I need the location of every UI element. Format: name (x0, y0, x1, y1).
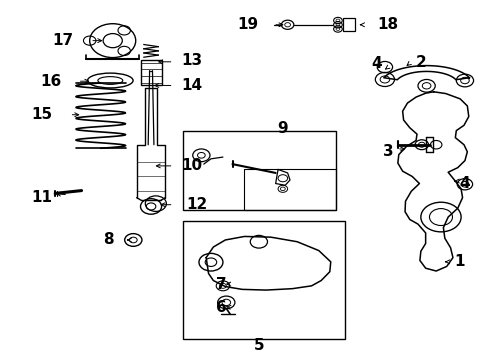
Text: 3: 3 (382, 144, 393, 158)
Text: 9: 9 (277, 121, 287, 136)
Text: 13: 13 (181, 53, 202, 68)
Text: 14: 14 (181, 78, 202, 93)
Text: 2: 2 (415, 55, 426, 70)
Text: 5: 5 (253, 338, 264, 353)
Text: 11: 11 (31, 190, 52, 205)
Text: 19: 19 (237, 17, 258, 32)
Bar (183, 221, 345, 339)
FancyBboxPatch shape (140, 60, 161, 85)
Text: 4: 4 (370, 56, 381, 71)
Text: 17: 17 (52, 33, 73, 48)
Text: 18: 18 (377, 17, 398, 32)
Bar (183, 131, 335, 210)
Text: 12: 12 (185, 197, 207, 212)
Bar (244, 170, 335, 210)
Text: 8: 8 (103, 233, 114, 247)
Text: 4: 4 (459, 176, 469, 191)
Text: 15: 15 (32, 107, 53, 122)
Text: 7: 7 (215, 276, 226, 292)
Text: 16: 16 (40, 74, 61, 89)
Text: 10: 10 (181, 158, 202, 174)
Bar (342, 18, 354, 31)
Text: 1: 1 (453, 255, 464, 269)
Text: 6: 6 (215, 300, 226, 315)
